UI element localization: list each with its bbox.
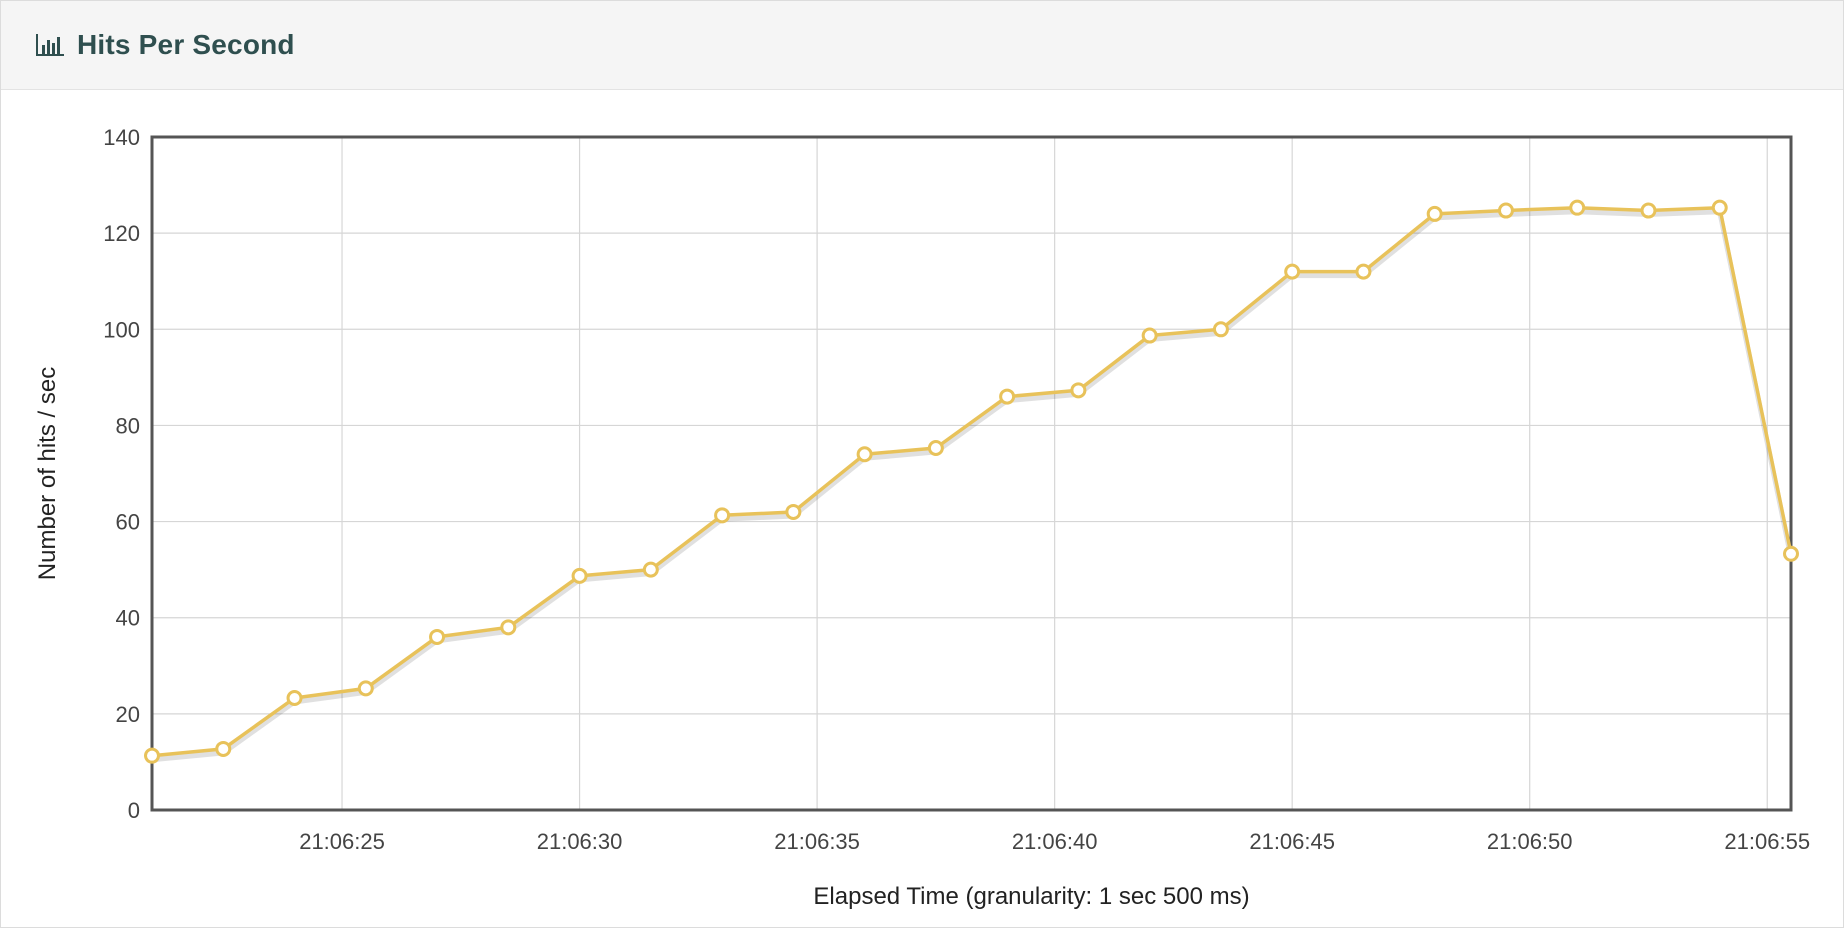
bar-chart-icon	[35, 32, 65, 58]
y-tick-label: 80	[116, 413, 140, 438]
data-point	[856, 446, 873, 463]
y-tick-label: 60	[116, 510, 140, 535]
data-point	[1640, 202, 1657, 219]
data-point	[1355, 263, 1372, 280]
x-tick-label: 21:06:30	[537, 829, 623, 854]
x-tick-label: 21:06:35	[774, 829, 860, 854]
x-axis-ticks: 21:06:25 21:06:30 21:06:35 21:06:40 21:06:45…	[299, 829, 1810, 854]
y-tick-label: 120	[103, 221, 140, 246]
series-line-shadow	[151, 209, 1794, 763]
x-axis-label: Elapsed Time (granularity: 1 sec 500 ms)	[813, 883, 1249, 910]
y-axis-ticks: 0 20 40 60 80 100 120 140	[103, 125, 140, 823]
y-tick-label: 140	[103, 125, 140, 150]
data-point	[215, 740, 232, 757]
plot-frame	[150, 135, 1793, 812]
series-line	[151, 205, 1793, 758]
data-point	[999, 388, 1016, 405]
x-tick-label: 21:06:45	[1249, 829, 1335, 854]
data-point	[500, 619, 517, 636]
x-tick-label: 21:06:55	[1724, 829, 1810, 854]
x-tick-label: 21:06:50	[1487, 829, 1573, 854]
y-tick-label: 20	[116, 702, 140, 727]
data-point	[1783, 545, 1799, 562]
data-point	[1070, 382, 1087, 399]
x-tick-label: 21:06:40	[1012, 829, 1098, 854]
data-point	[286, 689, 303, 706]
y-tick-label: 40	[116, 606, 140, 631]
data-point	[1497, 202, 1514, 219]
y-axis-label: Number of hits / sec	[34, 367, 61, 580]
panel-title: Hits Per Second	[77, 29, 295, 60]
data-point	[571, 567, 588, 584]
y-tick-label: 100	[103, 317, 140, 342]
data-point	[357, 680, 374, 697]
data-point	[927, 440, 944, 457]
data-point	[642, 561, 659, 578]
data-point	[785, 503, 802, 520]
panel-heading: Hits Per Second	[1, 1, 1843, 90]
chart-area: 0 20 40 60 80 100 120 140 21:06:25 21:06:30 21:06…	[1, 90, 1843, 927]
y-tick-label: 0	[128, 798, 140, 823]
data-point	[1569, 199, 1586, 216]
data-point	[1426, 205, 1443, 222]
data-point	[1212, 321, 1229, 338]
data-point	[1141, 327, 1158, 344]
data-point	[714, 507, 731, 524]
data-point	[1711, 199, 1728, 216]
grid	[152, 136, 1791, 811]
data-point	[1284, 263, 1301, 280]
series	[144, 199, 1799, 764]
x-tick-label: 21:06:25	[299, 829, 385, 854]
data-point	[429, 628, 446, 645]
data-point	[144, 747, 160, 764]
